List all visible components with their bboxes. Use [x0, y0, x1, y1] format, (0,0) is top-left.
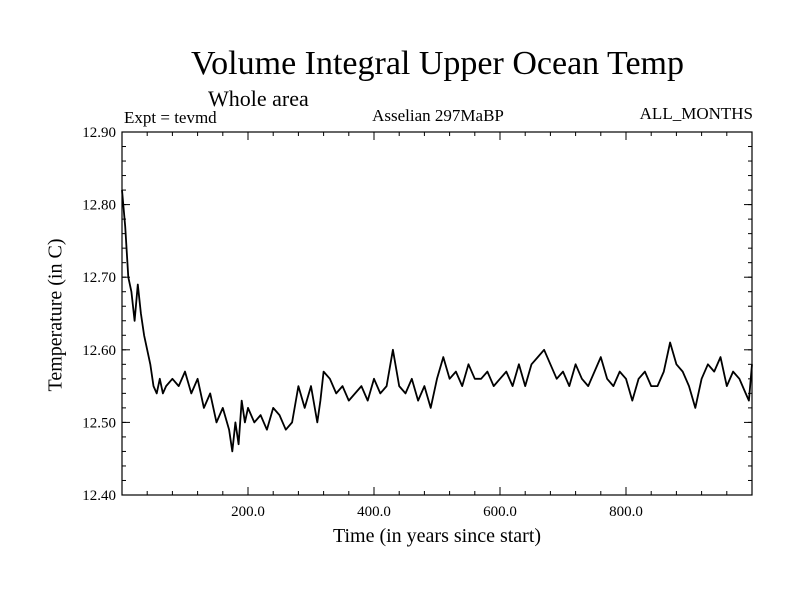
plot-frame — [121, 131, 753, 496]
x-axis-label: Time (in years since start) — [332, 525, 542, 547]
run-label: Asselian 297MaBP — [372, 106, 504, 125]
x-tick-label: 200.0 — [231, 504, 265, 520]
series-line — [121, 190, 753, 453]
y-tick-label: 12.80 — [82, 198, 116, 214]
x-tick-label: 400.0 — [357, 504, 391, 520]
axis-ticks: 12.40 12.50 12.60 12.70 12.80 12.90 200.0 400.0… — [82, 125, 753, 520]
y-tick-label: 12.90 — [82, 125, 116, 141]
chart-subtitle: Whole area — [208, 86, 309, 111]
y-tick-label: 12.60 — [82, 343, 116, 359]
y-tick-label: 12.70 — [82, 270, 116, 286]
experiment-label: Expt = tevmd — [124, 108, 217, 127]
y-tick-label: 12.50 — [82, 415, 116, 431]
chart-title: Volume Integral Upper Ocean Temp — [191, 45, 684, 82]
y-tick-label: 12.40 — [82, 488, 116, 504]
x-tick-label: 600.0 — [483, 504, 517, 520]
months-label: ALL_MONTHS — [639, 104, 753, 123]
x-tick-label: 800.0 — [609, 504, 643, 520]
